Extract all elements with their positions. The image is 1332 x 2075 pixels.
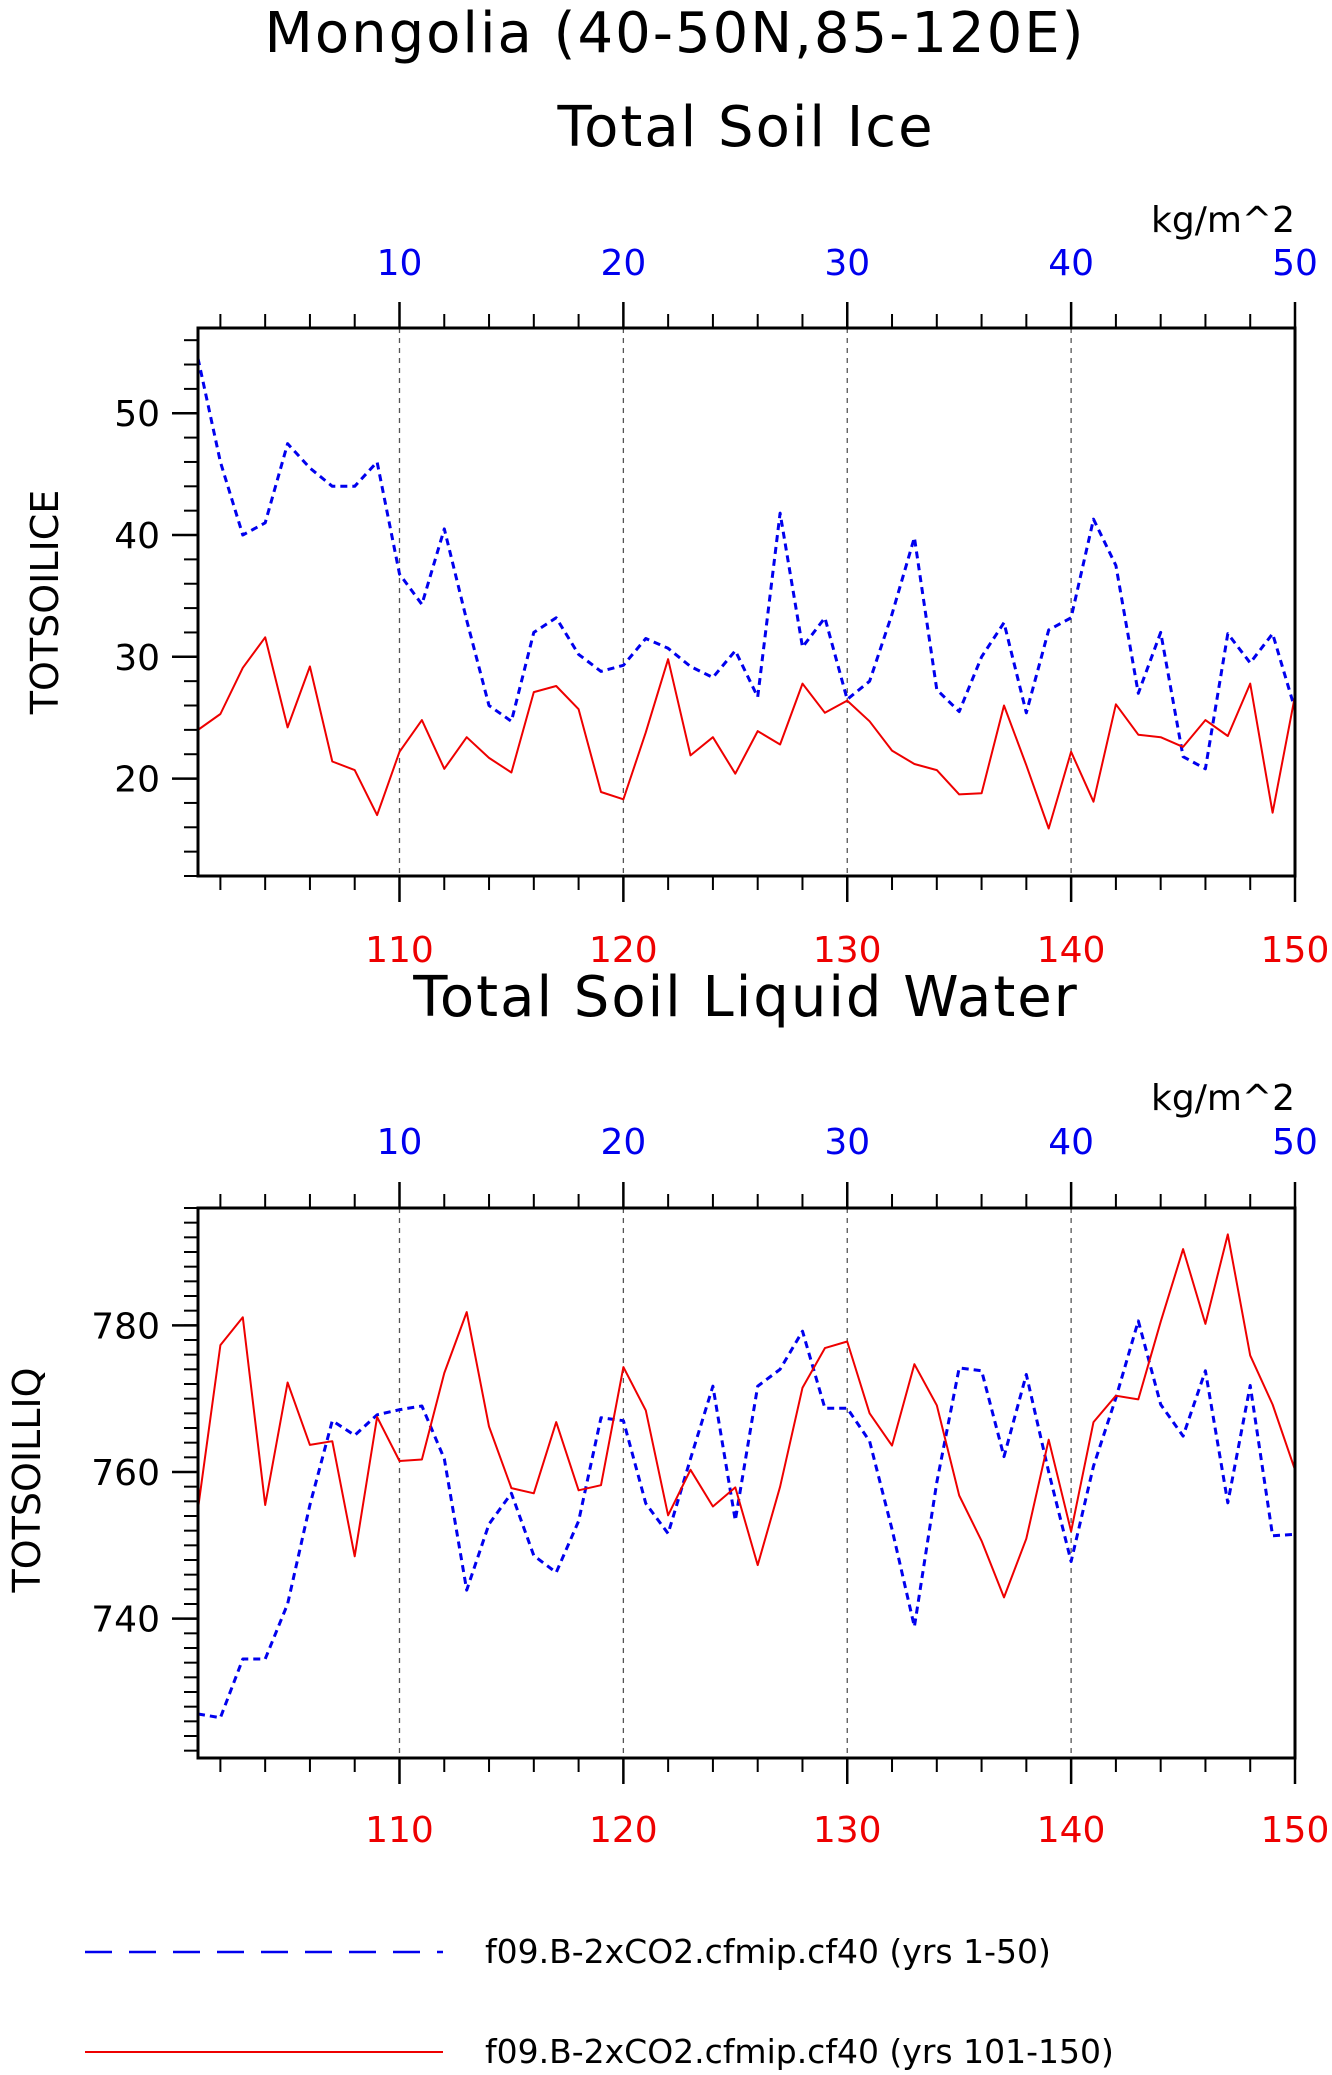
x-top-tick-label: 20 bbox=[600, 1122, 646, 1163]
panel-total-soil-ice: Total Soil Ice kg/m^2 20 30 40 50 110 120 130 140… bbox=[23, 95, 1329, 971]
x-top-tick-label: 30 bbox=[824, 243, 870, 284]
x-top-tick-label: 20 bbox=[600, 243, 646, 284]
units-label: kg/m^2 bbox=[1151, 200, 1295, 241]
x-bottom-tick-label: 110 bbox=[365, 1810, 434, 1851]
x-top-tick-label: 50 bbox=[1272, 243, 1318, 284]
series-years-101-150 bbox=[198, 1233, 1295, 1599]
series-years-101-150 bbox=[198, 636, 1295, 830]
plot-frame bbox=[196, 326, 1297, 878]
x-bottom-tick-label: 150 bbox=[1261, 1810, 1330, 1851]
y-tick-label: 20 bbox=[114, 760, 160, 801]
legend: f09.B-2xCO2.cfmip.cf40 (yrs 1-50) f09.B-… bbox=[85, 1932, 1114, 2071]
x-bottom-tick-label: 140 bbox=[1037, 1810, 1106, 1851]
panel-total-soil-liquid-water: Total Soil Liquid Water kg/m^2 740 760 780 11… bbox=[5, 965, 1329, 1851]
panel-title: Total Soil Liquid Water bbox=[412, 965, 1079, 1030]
x-bottom-tick-label: 110 bbox=[365, 930, 434, 971]
y-tick-label: 40 bbox=[114, 516, 160, 557]
panel-title: Total Soil Ice bbox=[556, 95, 934, 160]
series-years-1-50 bbox=[198, 1319, 1295, 1720]
units-label: kg/m^2 bbox=[1151, 1078, 1295, 1119]
y-tick-label: 740 bbox=[91, 1600, 160, 1641]
series-years-1-50 bbox=[198, 358, 1295, 771]
x-top-tick-label: 30 bbox=[824, 1122, 870, 1163]
x-top-tick-label: 40 bbox=[1048, 243, 1094, 284]
x-top-tick-label: 50 bbox=[1272, 1122, 1318, 1163]
x-top-tick-label: 10 bbox=[377, 1122, 423, 1163]
x-bottom-tick-label: 120 bbox=[589, 1810, 658, 1851]
y-axis-label: TOTSOILLIQ bbox=[5, 1367, 49, 1593]
y-tick-label: 30 bbox=[114, 638, 160, 679]
x-top-tick-label: 40 bbox=[1048, 1122, 1094, 1163]
x-bottom-tick-label: 140 bbox=[1037, 930, 1106, 971]
x-top-tick-label: 10 bbox=[377, 243, 423, 284]
x-bottom-tick-label: 150 bbox=[1261, 930, 1330, 971]
plot-frame bbox=[196, 1206, 1297, 1760]
x-bottom-tick-label: 130 bbox=[813, 1810, 882, 1851]
legend-label-years-1-50: f09.B-2xCO2.cfmip.cf40 (yrs 1-50) bbox=[485, 1932, 1051, 1971]
x-bottom-tick-label: 130 bbox=[813, 930, 882, 971]
x-bottom-tick-label: 120 bbox=[589, 930, 658, 971]
legend-label-years-101-150: f09.B-2xCO2.cfmip.cf40 (yrs 101-150) bbox=[485, 2032, 1114, 2071]
main-title: Mongolia (40-50N,85-120E) bbox=[265, 1, 1086, 66]
y-axis-label: TOTSOILICE bbox=[23, 490, 67, 716]
y-tick-label: 760 bbox=[91, 1453, 160, 1494]
y-tick-label: 780 bbox=[91, 1306, 160, 1347]
y-tick-label: 50 bbox=[114, 394, 160, 435]
